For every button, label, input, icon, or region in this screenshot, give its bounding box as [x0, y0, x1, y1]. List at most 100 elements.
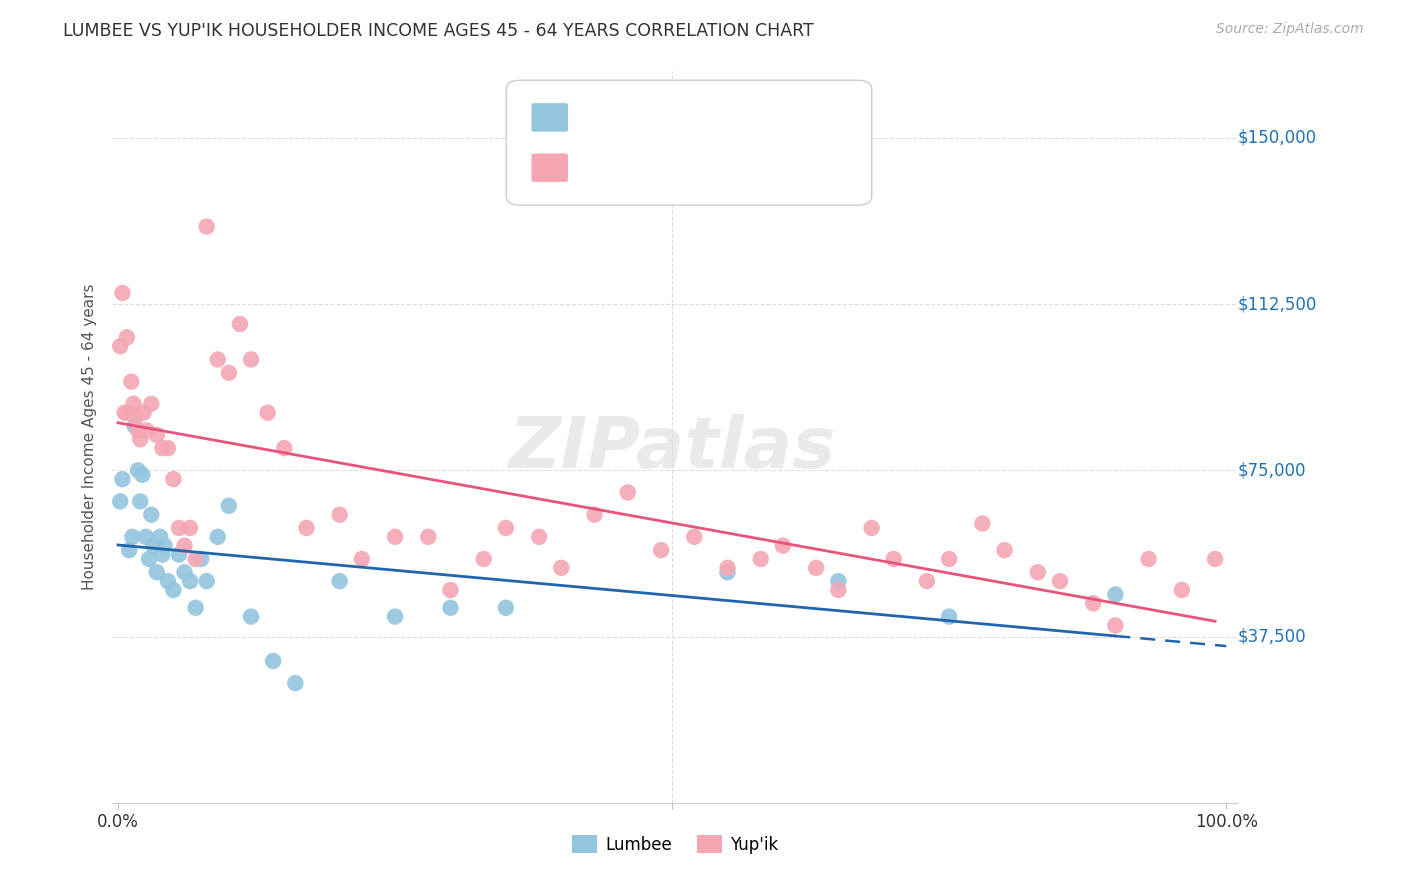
- Point: [384, 609, 406, 624]
- Point: [262, 654, 284, 668]
- Point: [146, 428, 169, 442]
- Point: [495, 600, 517, 615]
- Point: [938, 552, 960, 566]
- Point: [122, 397, 145, 411]
- Point: [240, 352, 263, 367]
- Point: [146, 566, 169, 580]
- Point: [650, 543, 672, 558]
- Point: [883, 552, 905, 566]
- Point: [550, 561, 572, 575]
- Point: [972, 516, 994, 531]
- Point: [384, 530, 406, 544]
- Point: [1083, 596, 1105, 610]
- Point: [110, 494, 132, 508]
- Text: $37,500: $37,500: [1237, 628, 1306, 646]
- Point: [167, 548, 190, 562]
- Point: [118, 543, 141, 558]
- Point: [1171, 582, 1194, 597]
- Point: [295, 521, 318, 535]
- Text: $112,500: $112,500: [1237, 295, 1316, 313]
- Point: [149, 530, 172, 544]
- Point: [173, 566, 195, 580]
- Point: [179, 574, 201, 589]
- Point: [141, 397, 163, 411]
- Point: [1204, 552, 1226, 566]
- Point: [195, 574, 218, 589]
- Point: [350, 552, 373, 566]
- Point: [683, 530, 706, 544]
- Point: [129, 494, 152, 508]
- Point: [827, 582, 849, 597]
- Text: 60: 60: [735, 156, 758, 174]
- Point: [207, 530, 229, 544]
- Legend: Lumbee, Yup'ik: Lumbee, Yup'ik: [565, 829, 785, 860]
- Point: [167, 521, 190, 535]
- Point: [156, 574, 179, 589]
- Point: [127, 424, 149, 438]
- Point: [184, 552, 207, 566]
- Point: [716, 561, 738, 575]
- Point: [915, 574, 938, 589]
- Point: [156, 441, 179, 455]
- Point: [184, 600, 207, 615]
- Text: ZIPatlas: ZIPatlas: [509, 414, 835, 483]
- Text: R =: R =: [576, 156, 613, 174]
- Point: [273, 441, 295, 455]
- Point: [749, 552, 772, 566]
- Point: [162, 472, 184, 486]
- Point: [142, 539, 165, 553]
- Point: [131, 467, 153, 482]
- Text: N =: N =: [692, 106, 728, 124]
- Point: [153, 539, 176, 553]
- Point: [115, 330, 138, 344]
- Point: [190, 552, 212, 566]
- Text: LUMBEE VS YUP'IK HOUSEHOLDER INCOME AGES 45 - 64 YEARS CORRELATION CHART: LUMBEE VS YUP'IK HOUSEHOLDER INCOME AGES…: [63, 22, 814, 40]
- Point: [1104, 587, 1126, 601]
- Text: Source: ZipAtlas.com: Source: ZipAtlas.com: [1216, 22, 1364, 37]
- Point: [135, 424, 157, 438]
- Point: [418, 530, 440, 544]
- Point: [229, 317, 252, 331]
- Point: [135, 530, 157, 544]
- Point: [118, 406, 141, 420]
- Point: [141, 508, 163, 522]
- Point: [150, 548, 173, 562]
- Point: [111, 472, 134, 486]
- Point: [218, 499, 240, 513]
- Point: [121, 530, 143, 544]
- Point: [127, 463, 149, 477]
- Point: [173, 539, 195, 553]
- Point: [1026, 566, 1049, 580]
- Point: [240, 609, 263, 624]
- Point: [439, 600, 461, 615]
- Text: R =: R =: [576, 106, 613, 124]
- Point: [527, 530, 550, 544]
- Point: [284, 676, 307, 690]
- Point: [617, 485, 640, 500]
- Point: [804, 561, 827, 575]
- Point: [583, 508, 606, 522]
- Point: [439, 582, 461, 597]
- Point: [162, 582, 184, 597]
- Point: [1137, 552, 1160, 566]
- Point: [772, 539, 794, 553]
- Point: [329, 574, 352, 589]
- Point: [827, 574, 849, 589]
- Point: [256, 406, 278, 420]
- Point: [150, 441, 173, 455]
- Point: [110, 339, 132, 353]
- Point: [1049, 574, 1071, 589]
- Point: [114, 406, 136, 420]
- Text: N =: N =: [692, 156, 728, 174]
- Text: -0.599: -0.599: [623, 156, 682, 174]
- Point: [124, 419, 146, 434]
- Point: [125, 410, 148, 425]
- Point: [120, 375, 142, 389]
- Y-axis label: Householder Income Ages 45 - 64 years: Householder Income Ages 45 - 64 years: [82, 284, 97, 591]
- Point: [472, 552, 495, 566]
- Point: [938, 609, 960, 624]
- Point: [993, 543, 1015, 558]
- Text: 37: 37: [735, 106, 759, 124]
- Point: [111, 285, 134, 300]
- Text: $150,000: $150,000: [1237, 128, 1316, 147]
